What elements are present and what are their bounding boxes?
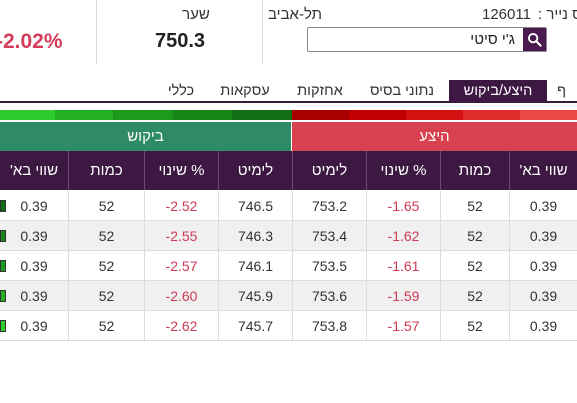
table-row[interactable]: 0.39 52 -2.55 746.3 753.4 -1.62 52 0.39 (0, 221, 577, 251)
col-bid-quantity[interactable]: כמות (68, 151, 144, 190)
bid-quantity-cell: 52 (68, 281, 144, 311)
ask-limit-cell: 753.8 (292, 311, 366, 341)
bid-limit-cell: 746.3 (218, 221, 292, 251)
tab-basic-data[interactable]: נתוני בסיס (369, 83, 435, 99)
ask-quantity-cell: 52 (440, 251, 509, 281)
depth-indicator (0, 230, 6, 242)
security-header: -2.02% שער 750.3 תל-אביב 126011 מס נייר … (0, 0, 577, 92)
bid-value-cell: 0.39 (20, 228, 48, 244)
bid-limit-cell: 745.7 (218, 311, 292, 341)
bid-limit-cell: 746.5 (218, 191, 292, 221)
search-icon (527, 32, 542, 47)
ask-change-cell: -1.61 (366, 251, 440, 281)
depth-segment (520, 110, 577, 120)
depth-segment (173, 110, 232, 120)
ask-value-cell: 0.39 (509, 281, 577, 311)
table-row[interactable]: 0.39 52 -2.60 745.9 753.6 -1.59 52 0.39 (0, 281, 577, 311)
bid-change-cell: -2.57 (144, 251, 218, 281)
security-search (307, 27, 547, 52)
bid-value-cell: 0.39 (20, 198, 48, 214)
depth-segment (463, 110, 520, 120)
bid-change-cell: -2.55 (144, 221, 218, 251)
ask-banner: היצע (292, 122, 577, 151)
change-percent: -2.02% (0, 30, 63, 53)
depth-indicator (0, 260, 6, 272)
ask-limit-cell: 753.4 (292, 221, 366, 251)
depth-segment (406, 110, 463, 120)
tab-bid-ask[interactable]: היצע/ביקוש (449, 80, 547, 102)
tab-bar: ף היצע/ביקוש נתוני בסיס אחזקות עסקאות כל… (0, 80, 577, 102)
depth-segment (55, 110, 113, 120)
order-book-header: שווי בא' כמות % שינוי לימיט לימיט % שינו… (0, 151, 577, 190)
ask-quantity-cell: 52 (440, 311, 509, 341)
table-row[interactable]: 0.39 52 -2.62 745.7 753.8 -1.57 52 0.39 (0, 311, 577, 341)
price-label: שער (182, 6, 210, 23)
bid-banner: ביקוש (0, 122, 291, 151)
tab-trades[interactable]: עסקאות (220, 83, 270, 99)
ask-limit-cell: 753.6 (292, 281, 366, 311)
depth-segment (0, 110, 55, 120)
depth-indicator (0, 200, 6, 212)
ask-value-cell: 0.39 (509, 251, 577, 281)
bid-limit-cell: 746.1 (218, 251, 292, 281)
bid-quantity-cell: 52 (68, 221, 144, 251)
ask-change-cell: -1.57 (366, 311, 440, 341)
bid-change-cell: -2.62 (144, 311, 218, 341)
bid-change-cell: -2.60 (144, 281, 218, 311)
tab-general[interactable]: כללי (167, 83, 195, 99)
col-ask-change[interactable]: % שינוי (366, 151, 440, 190)
bid-value-cell: 0.39 (20, 288, 48, 304)
tab-underline (0, 101, 577, 103)
ask-value-cell: 0.39 (509, 311, 577, 341)
depth-segment (349, 110, 406, 120)
table-row[interactable]: 0.39 52 -2.52 746.5 753.2 -1.65 52 0.39 (0, 191, 577, 221)
ask-limit-cell: 753.5 (292, 251, 366, 281)
depth-segment (113, 110, 173, 120)
ask-change-cell: -1.65 (366, 191, 440, 221)
bid-value-cell: 0.39 (20, 258, 48, 274)
col-bid-value[interactable]: שווי בא' (9, 162, 59, 179)
bid-value-cell: 0.39 (20, 318, 48, 334)
search-button[interactable] (523, 28, 546, 51)
exchange-name: תל-אביב (268, 6, 322, 23)
bid-quantity-cell: 52 (68, 251, 144, 281)
ask-change-cell: -1.62 (366, 221, 440, 251)
col-ask-limit[interactable]: לימיט (292, 151, 366, 190)
divider (262, 0, 263, 64)
bid-change-cell: -2.52 (144, 191, 218, 221)
ask-quantity-cell: 52 (440, 221, 509, 251)
search-input[interactable] (308, 28, 523, 51)
depth-indicator (0, 320, 6, 332)
col-ask-quantity[interactable]: כמות (440, 151, 509, 190)
bid-quantity-cell: 52 (68, 311, 144, 341)
table-row[interactable]: 0.39 52 -2.57 746.1 753.5 -1.61 52 0.39 (0, 251, 577, 281)
security-number-label: מס נייר : (538, 6, 577, 23)
bid-limit-cell: 745.9 (218, 281, 292, 311)
tab-truncated[interactable]: ף (557, 83, 567, 99)
depth-segment (292, 110, 349, 120)
col-bid-change[interactable]: % שינוי (144, 151, 218, 190)
ask-quantity-cell: 52 (440, 281, 509, 311)
ask-change-cell: -1.59 (366, 281, 440, 311)
price-value: 750.3 (154, 30, 206, 52)
depth-segment (232, 110, 292, 120)
depth-bar (0, 110, 577, 120)
col-ask-value[interactable]: שווי בא' (509, 151, 577, 190)
ask-limit-cell: 753.2 (292, 191, 366, 221)
bid-quantity-cell: 52 (68, 191, 144, 221)
col-bid-limit[interactable]: לימיט (218, 151, 292, 190)
ask-value-cell: 0.39 (509, 191, 577, 221)
ask-quantity-cell: 52 (440, 191, 509, 221)
ask-value-cell: 0.39 (509, 221, 577, 251)
divider (96, 0, 97, 64)
tab-holdings[interactable]: אחזקות (297, 83, 343, 99)
depth-indicator (0, 290, 6, 302)
security-number: 126011 (482, 6, 531, 23)
